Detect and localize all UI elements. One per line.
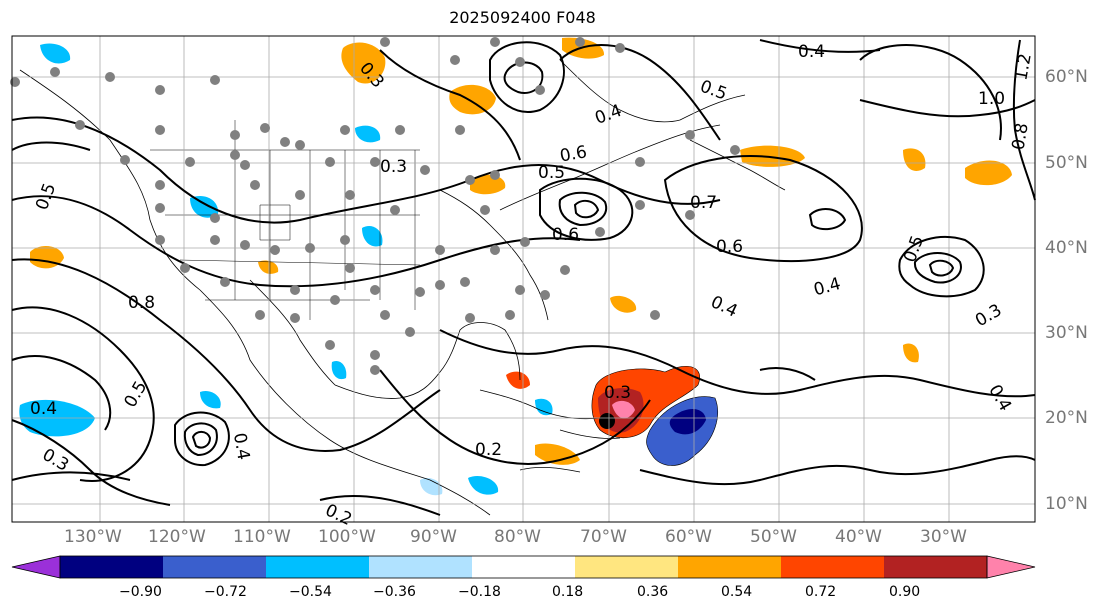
- colorbar-tick: 0.36: [637, 584, 669, 600]
- colorbar-border: [59, 555, 988, 579]
- map-background: [12, 36, 1035, 522]
- shade-orange-12: [903, 343, 919, 363]
- lon-label: 110°W: [233, 527, 291, 547]
- station-dots: [10, 37, 740, 375]
- colorbar-segment: [163, 556, 266, 578]
- contour-label: 0.2: [475, 440, 502, 460]
- lon-label: 40°W: [835, 527, 882, 547]
- shade-cyan-8: [40, 43, 71, 64]
- lon-label: 120°W: [148, 527, 206, 547]
- shade-cyan-5: [468, 475, 499, 495]
- shade-orange-6: [965, 160, 1012, 186]
- contour-label: 0.6: [716, 237, 743, 257]
- lat-label: 40°N: [1045, 238, 1088, 258]
- contour-label: 0.8: [1008, 121, 1032, 151]
- colorbar-segment: [781, 556, 884, 578]
- contour-label: 0.6: [552, 225, 579, 245]
- shade-orange-9: [610, 295, 637, 313]
- map-frame: [11, 35, 1036, 523]
- contour-label: 1.2: [1011, 52, 1035, 82]
- lat-label: 60°N: [1045, 67, 1088, 87]
- colorbar-extend-high: [986, 555, 1036, 579]
- lon-label: 80°W: [494, 527, 541, 547]
- lat-label: 50°N: [1045, 153, 1088, 173]
- colorbar-segment: [369, 556, 472, 578]
- lon-label: 90°W: [410, 527, 457, 547]
- colorbar-segment: [575, 556, 678, 578]
- colorbar: [11, 555, 1036, 579]
- colorbar-extend-low: [11, 555, 61, 579]
- shade-cyan-4: [362, 225, 383, 247]
- shade-orange-10: [535, 443, 580, 465]
- contour-label: 1.0: [978, 89, 1005, 109]
- shade-orange-11: [506, 371, 530, 389]
- shade-orange-1: [341, 42, 386, 84]
- contour-label: 0.8: [128, 293, 155, 313]
- lon-label: 100°W: [318, 527, 376, 547]
- shade-cool-inner: [669, 408, 706, 435]
- shade-orange-13: [258, 260, 279, 274]
- shade-orange-2: [449, 84, 496, 115]
- map-title: 2025092400 F048: [449, 8, 596, 27]
- shade-cyan-2: [190, 195, 219, 218]
- colorbar-segment: [884, 556, 987, 578]
- contour-label: 0.3: [604, 383, 631, 403]
- contour-label: 0.3: [380, 157, 407, 177]
- colorbar-tick: −0.72: [204, 584, 247, 600]
- lon-label: 60°W: [665, 527, 712, 547]
- gridlines: [12, 36, 1035, 522]
- colorbar-tick: 0.72: [805, 584, 837, 600]
- lon-label: 130°W: [64, 527, 122, 547]
- colorbar-segment: [678, 556, 781, 578]
- contour-label: 0.7: [690, 193, 717, 213]
- colorbar-tick: 0.18: [552, 584, 584, 600]
- shade-warm-black: [599, 413, 615, 429]
- contour-label: 0.4: [229, 431, 253, 461]
- colorbar-tick: −0.54: [289, 584, 332, 600]
- contour-label: 0.5: [538, 163, 565, 183]
- lat-label: 30°N: [1045, 323, 1088, 343]
- contour-lines: [11, 39, 1036, 516]
- shade-orange-5: [903, 148, 926, 171]
- colorbar-segment: [266, 556, 369, 578]
- colorbar-tick: −0.36: [373, 584, 416, 600]
- shade-cyan-3: [355, 125, 381, 143]
- lat-label: 20°N: [1045, 408, 1088, 428]
- contour-label: 0.4: [798, 42, 825, 62]
- contour-label: 0.4: [30, 399, 57, 419]
- colorbar-segment: [472, 556, 575, 578]
- contour-label: 0.6: [558, 142, 588, 166]
- coastlines: [19, 59, 786, 516]
- shade-cyan-10: [535, 398, 553, 416]
- lat-label: 10°N: [1045, 494, 1088, 514]
- colorbar-tick: 0.54: [721, 584, 753, 600]
- lon-label: 30°W: [920, 527, 967, 547]
- colorbar-tick: −0.90: [119, 584, 162, 600]
- lon-label: 50°W: [750, 527, 797, 547]
- shade-cyan-6: [200, 390, 221, 409]
- colorbar-tick: 0.90: [889, 584, 921, 600]
- shade-cyan-9: [420, 477, 443, 496]
- shade-cyan-7: [331, 360, 347, 380]
- shade-warm-peak: [612, 400, 635, 419]
- colorbar-tick: −0.18: [458, 584, 501, 600]
- colorbar-segment: [60, 556, 163, 578]
- lon-label: 70°W: [580, 527, 627, 547]
